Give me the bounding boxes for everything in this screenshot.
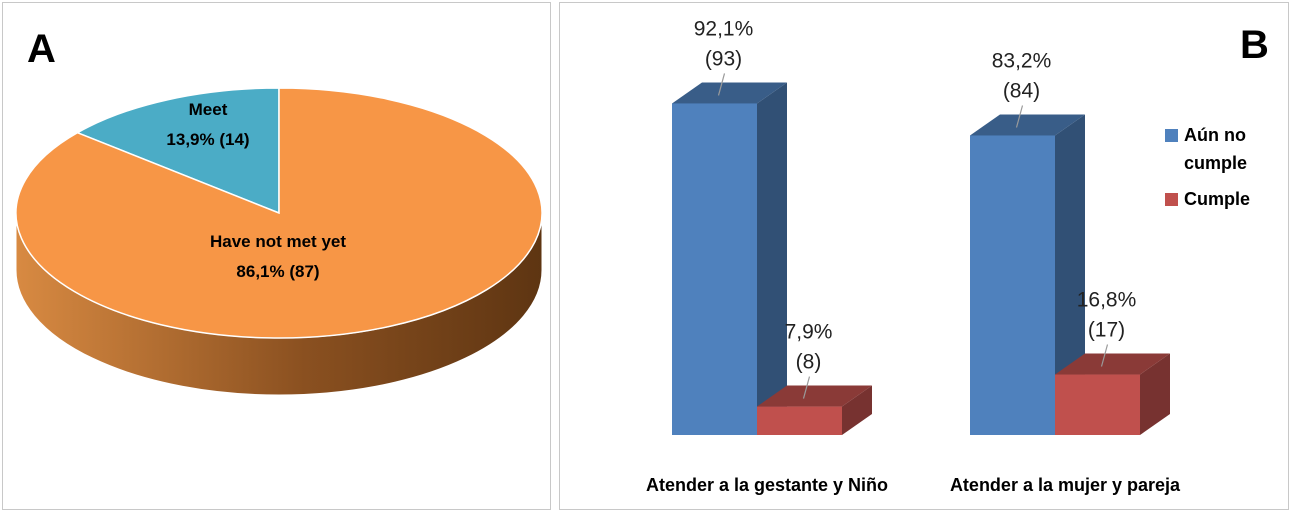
bar-cumple-1-top	[757, 385, 872, 407]
bar-aun-no-cumple-2-front	[970, 135, 1055, 436]
bar-aun-no-cumple-1-front	[672, 103, 757, 435]
bar-cumple-2-pct-label: 16,8%	[1077, 289, 1137, 312]
bar-aun-no-cumple-1-count-label: (93)	[705, 47, 742, 70]
bar-cumple-1-count-label: (8)	[796, 351, 822, 374]
bar-aun-no-cumple-2-count-label: (84)	[1003, 79, 1040, 102]
legend-label-cumple-1: Cumple	[1184, 189, 1250, 209]
legend-label-aun-no-cumple-2: cumple	[1184, 153, 1247, 173]
bar-cumple-2-count-label: (17)	[1088, 319, 1125, 342]
pie-label-meet-name: Meet	[189, 100, 228, 119]
legend-swatch-aun-no-cumple	[1165, 129, 1178, 142]
bar-cumple-2-top	[1055, 353, 1170, 375]
bar-aun-no-cumple-2-leader	[1015, 105, 1024, 128]
bar-aun-no-cumple-2-side	[1055, 114, 1085, 435]
panel-b: B 92,1% (93) 83,2% (84) 7,9% (8) 16,8% (17) Aten…	[559, 2, 1289, 510]
panel-a: A Meet 13,9% (14) Have not met yet 86,1% (8…	[2, 2, 551, 510]
bar-chart: 92,1% (93) 83,2% (84) 7,9% (8) 16,8% (17) Atende…	[646, 17, 1250, 495]
pie-slice-meet	[75, 87, 280, 215]
bar-cumple-2-leader	[1100, 344, 1109, 367]
pie-slice-have-not-met-yet	[15, 87, 543, 339]
bar-aun-no-cumple-1-leader	[717, 73, 726, 96]
panel-a-letter: A	[27, 27, 56, 71]
legend-swatch-cumple	[1165, 193, 1178, 206]
bar-cumple-1-side	[842, 385, 872, 435]
bar-aun-no-cumple-2-top	[970, 114, 1085, 136]
legend-label-aun-no-cumple-1: Aún no	[1184, 125, 1246, 145]
bar-aun-no-cumple-1-top	[672, 82, 787, 104]
pie-chart: Meet 13,9% (14) Have not met yet 86,1% (87)	[15, 87, 543, 396]
bar-cumple-2-side	[1140, 353, 1170, 435]
bar-cumple-1-leader	[802, 376, 811, 399]
category-label-1: Atender a la gestante y Niño	[646, 475, 888, 495]
pie-label-meet-value: 13,9% (14)	[166, 130, 249, 149]
bar-aun-no-cumple-1-pct-label: 92,1%	[694, 17, 754, 40]
bar-cumple-1-front	[757, 406, 842, 435]
bar-aun-no-cumple-1-side	[757, 82, 787, 435]
pie-label-not-met-name: Have not met yet	[210, 232, 346, 251]
pie-label-not-met-value: 86,1% (87)	[236, 262, 319, 281]
bar-cumple-1-pct-label: 7,9%	[785, 321, 833, 344]
bar-aun-no-cumple-2-pct-label: 83,2%	[992, 49, 1052, 72]
bar-cumple-2-front	[1055, 374, 1140, 435]
category-label-2: Atender a la mujer y pareja	[950, 475, 1181, 495]
panel-b-letter: B	[1240, 23, 1269, 67]
